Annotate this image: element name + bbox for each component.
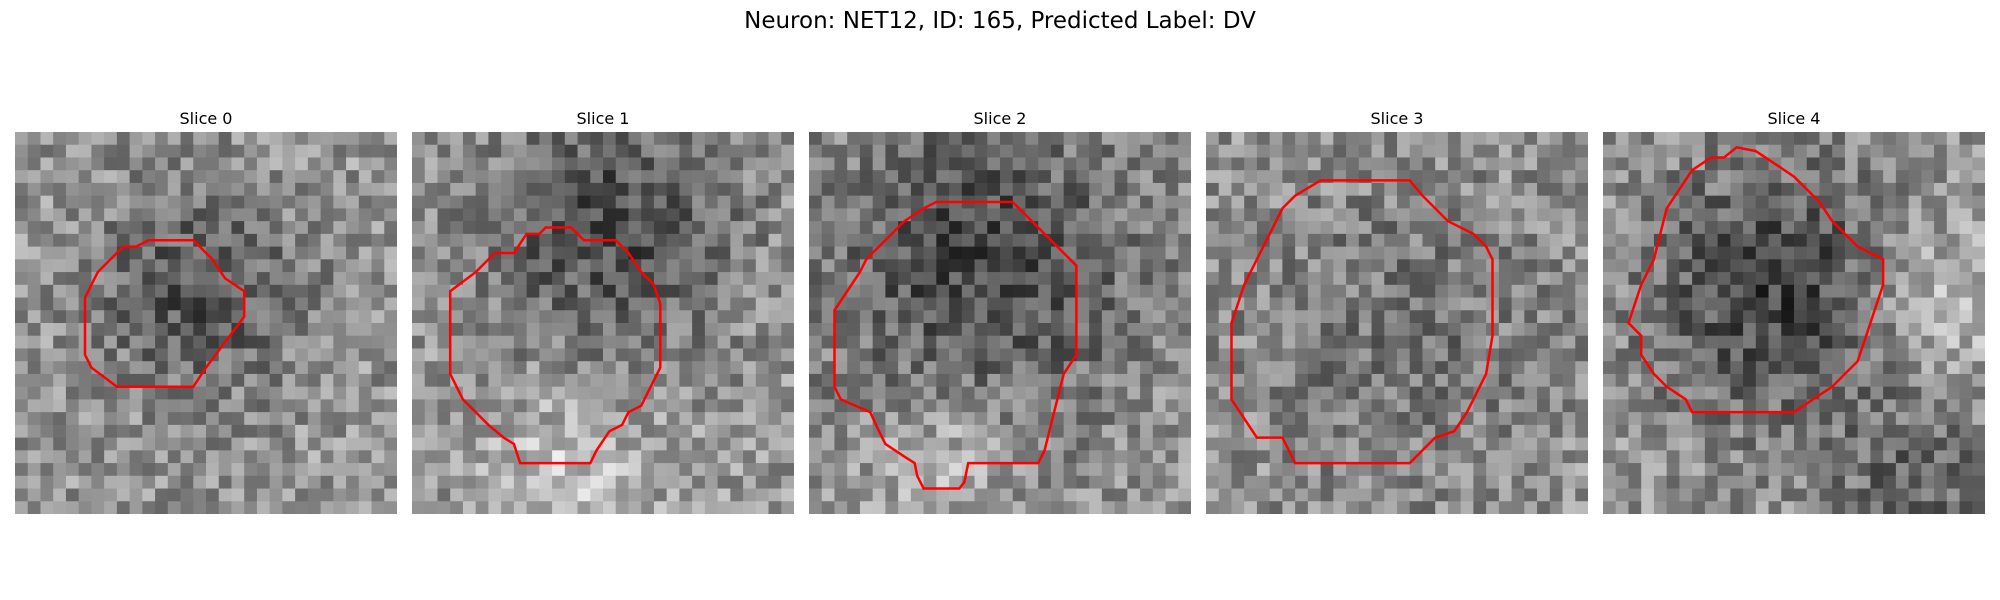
segmentation-contour-1 <box>448 226 662 465</box>
figure-title: Neuron: NET12, ID: 165, Predicted Label:… <box>744 8 1256 34</box>
slice-title-1: Slice 1 <box>576 109 630 128</box>
slice-title-3: Slice 3 <box>1370 109 1424 128</box>
slice-title-4: Slice 4 <box>1767 109 1821 128</box>
slice-panel-4: Slice 4 <box>1603 108 1985 514</box>
segmentation-contour-2 <box>833 200 1078 490</box>
slice-image-1 <box>412 132 794 514</box>
slice-panel-1: Slice 1 <box>412 108 794 514</box>
segmentation-contour-0 <box>83 238 246 388</box>
slice-panel-2: Slice 2 <box>809 108 1191 514</box>
slice-image-3 <box>1206 132 1588 514</box>
segmentation-contour-3 <box>1230 179 1494 465</box>
slice-image-2 <box>809 132 1191 514</box>
segmentation-contour-4 <box>1627 145 1885 414</box>
slice-title-2: Slice 2 <box>973 109 1027 128</box>
slice-panel-3: Slice 3 <box>1206 108 1588 514</box>
slice-panel-0: Slice 0 <box>15 108 397 514</box>
slice-title-0: Slice 0 <box>179 109 233 128</box>
slice-image-4 <box>1603 132 1985 514</box>
slice-image-0 <box>15 132 397 514</box>
